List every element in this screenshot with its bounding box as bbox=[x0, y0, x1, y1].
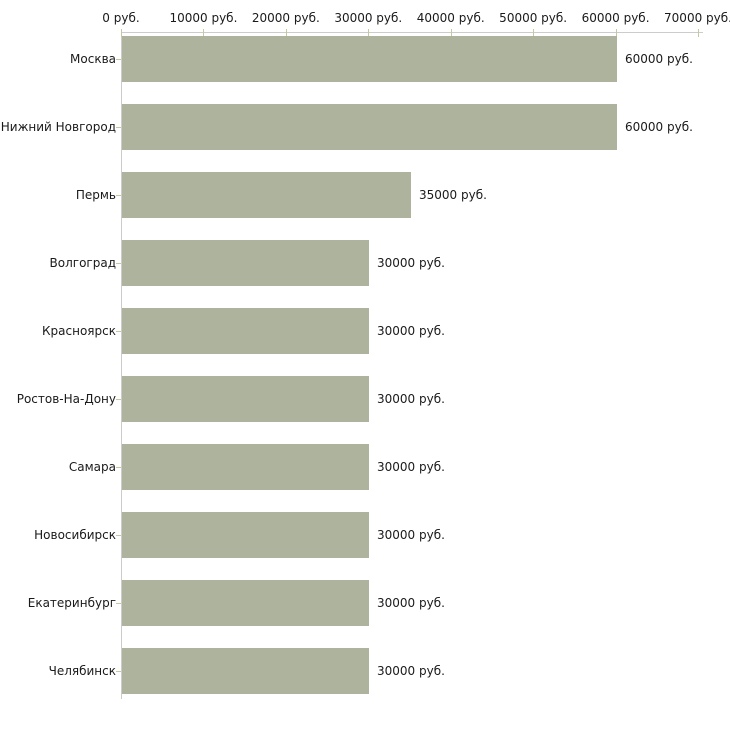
bar bbox=[122, 308, 369, 354]
x-tick-label: 50000 руб. bbox=[499, 11, 568, 25]
bar-row: Самара 30000 руб. bbox=[0, 444, 730, 490]
bar-row: Нижний Новгород 60000 руб. bbox=[0, 104, 730, 150]
bar-row: Красноярск 30000 руб. bbox=[0, 308, 730, 354]
category-label: Самара bbox=[68, 460, 116, 474]
x-tick-mark bbox=[121, 29, 122, 37]
y-tick-mark bbox=[116, 263, 121, 264]
y-tick-mark bbox=[116, 331, 121, 332]
category-label: Красноярск bbox=[42, 324, 116, 338]
category-label: Москва bbox=[70, 52, 116, 66]
bar-row: Ростов-На-Дону 30000 руб. bbox=[0, 376, 730, 422]
bar bbox=[122, 104, 617, 150]
bar bbox=[122, 512, 369, 558]
x-tick-label: 70000 руб. bbox=[664, 11, 730, 25]
category-label: Волгоград bbox=[49, 256, 116, 270]
y-tick-mark bbox=[116, 127, 121, 128]
value-label: 30000 руб. bbox=[377, 528, 445, 542]
bar-row: Челябинск 30000 руб. bbox=[0, 648, 730, 694]
value-label: 30000 руб. bbox=[377, 460, 445, 474]
y-tick-mark bbox=[116, 195, 121, 196]
bar bbox=[122, 240, 369, 286]
y-axis-line bbox=[121, 32, 122, 699]
category-label: Челябинск bbox=[48, 664, 116, 678]
x-tick-mark bbox=[285, 29, 287, 37]
x-tick-mark bbox=[450, 29, 452, 37]
x-tick-mark bbox=[533, 29, 535, 37]
x-tick-label: 10000 руб. bbox=[169, 11, 238, 25]
bar bbox=[122, 172, 411, 218]
x-tick-mark bbox=[203, 29, 205, 37]
bar-row: Новосибирск 30000 руб. bbox=[0, 512, 730, 558]
value-label: 30000 руб. bbox=[377, 596, 445, 610]
bar-row: Екатеринбург 30000 руб. bbox=[0, 580, 730, 626]
value-label: 30000 руб. bbox=[377, 392, 445, 406]
y-tick-mark bbox=[116, 535, 121, 536]
category-label: Пермь bbox=[75, 188, 116, 202]
x-tick-label: 60000 руб. bbox=[581, 11, 650, 25]
bar bbox=[122, 648, 369, 694]
bar bbox=[122, 580, 369, 626]
bar bbox=[122, 444, 369, 490]
value-label: 60000 руб. bbox=[625, 52, 693, 66]
value-label: 60000 руб. bbox=[625, 120, 693, 134]
y-tick-mark bbox=[116, 59, 121, 60]
x-axis-line bbox=[121, 32, 703, 33]
x-tick-mark bbox=[368, 29, 370, 37]
bar bbox=[122, 376, 369, 422]
value-label: 30000 руб. bbox=[377, 664, 445, 678]
bar-row: Москва 60000 руб. bbox=[0, 36, 730, 82]
value-label: 30000 руб. bbox=[377, 256, 445, 270]
category-label: Нижний Новгород bbox=[0, 120, 116, 134]
x-tick-label: 30000 руб. bbox=[334, 11, 403, 25]
y-tick-mark bbox=[116, 671, 121, 672]
bar-row: Пермь 35000 руб. bbox=[0, 172, 730, 218]
category-label: Ростов-На-Дону bbox=[16, 392, 116, 406]
category-label: Новосибирск bbox=[34, 528, 116, 542]
x-tick-mark bbox=[615, 29, 617, 37]
x-tick-label: 40000 руб. bbox=[416, 11, 485, 25]
value-label: 30000 руб. bbox=[377, 324, 445, 338]
x-tick-mark bbox=[698, 29, 699, 37]
y-tick-mark bbox=[116, 399, 121, 400]
value-label: 35000 руб. bbox=[419, 188, 487, 202]
x-tick-label: 0 руб. bbox=[102, 11, 140, 25]
x-tick-label: 20000 руб. bbox=[251, 11, 320, 25]
bar-row: Волгоград 30000 руб. bbox=[0, 240, 730, 286]
category-label: Екатеринбург bbox=[27, 596, 116, 610]
y-tick-mark bbox=[116, 603, 121, 604]
bar bbox=[122, 36, 617, 82]
y-tick-mark bbox=[116, 467, 121, 468]
